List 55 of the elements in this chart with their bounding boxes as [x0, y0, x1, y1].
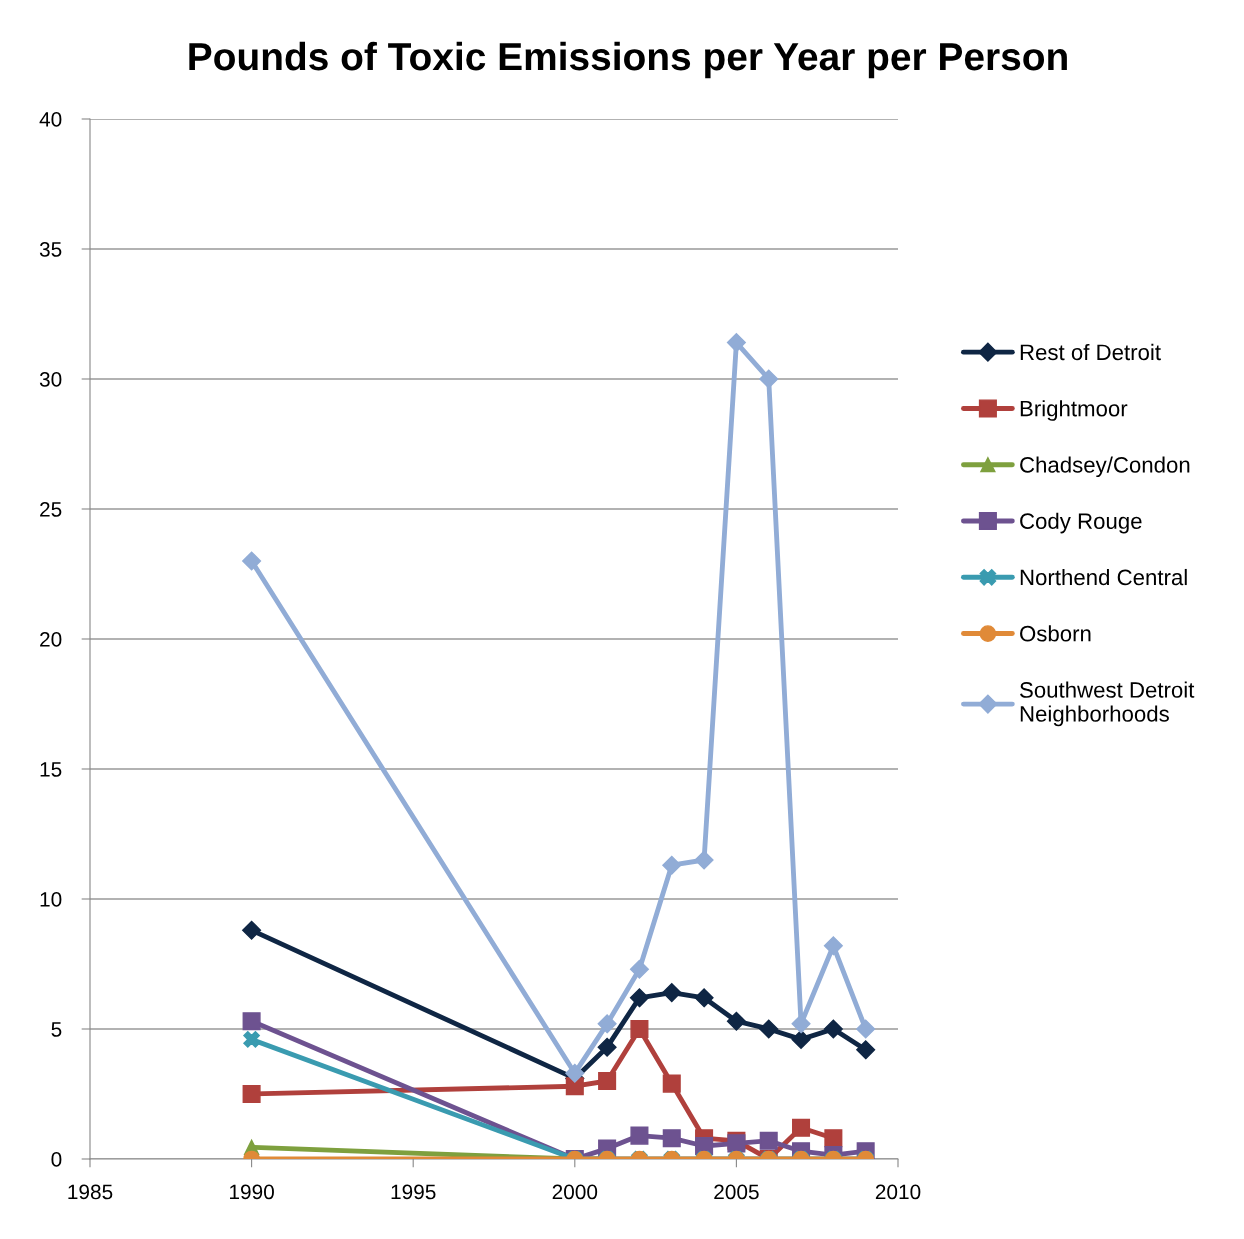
point — [792, 1118, 811, 1137]
point — [856, 1040, 876, 1060]
y-tick-label: 10 — [40, 892, 62, 907]
point — [242, 551, 262, 571]
legend-label: Rest of Detroit — [1020, 343, 1161, 361]
point — [630, 1126, 649, 1145]
point — [662, 855, 682, 875]
y-tick-label: 25 — [40, 502, 62, 517]
legend-label: Northend Central — [1020, 568, 1187, 586]
point — [823, 1019, 843, 1039]
point — [598, 1071, 617, 1091]
point — [694, 850, 714, 870]
point — [759, 1131, 778, 1150]
point — [662, 983, 682, 1003]
point — [597, 1014, 617, 1034]
y-tick-label: 20 — [40, 632, 62, 647]
legend-label: Chadsey/Condon — [1020, 456, 1190, 478]
x-tick-label: 2000 — [552, 1184, 598, 1200]
x-tick-label: 2010 — [875, 1184, 921, 1200]
point — [662, 1129, 681, 1148]
point — [242, 1084, 261, 1104]
chart-title: Pounds of Toxic Emissions per Year per Person — [189, 41, 1067, 79]
y-tick-label: 15 — [40, 762, 62, 777]
x-tick-label: 1995 — [391, 1184, 436, 1200]
legend-label: Brightmoor — [1020, 400, 1128, 421]
legend-label: Southwest Detroit Neighborhoods — [1020, 681, 1195, 727]
x-tick-label: 1985 — [68, 1184, 113, 1200]
point — [791, 1014, 811, 1034]
point — [243, 1031, 260, 1048]
point — [629, 988, 649, 1008]
point — [759, 1019, 779, 1039]
point — [856, 1019, 876, 1039]
x-tick-label: 2005 — [714, 1184, 759, 1200]
y-tick-label: 40 — [39, 112, 62, 127]
legend-label: Osborn — [1020, 625, 1091, 642]
point — [629, 959, 649, 979]
point — [823, 936, 843, 956]
point — [662, 1074, 681, 1093]
point — [242, 1012, 261, 1031]
y-tick-label: 0 — [51, 1152, 62, 1167]
legend-label: Cody Rouge — [1020, 512, 1142, 534]
point — [824, 1129, 843, 1148]
point — [565, 1063, 585, 1083]
point — [694, 988, 714, 1008]
y-tick-label: 30 — [39, 372, 62, 387]
y-tick-label: 35 — [39, 242, 62, 257]
point — [630, 1019, 649, 1039]
point — [726, 333, 746, 353]
x-tick-label: 1990 — [230, 1184, 274, 1200]
point — [791, 1029, 811, 1049]
point — [597, 1037, 617, 1057]
y-tick-label: 5 — [51, 1022, 62, 1037]
point — [759, 369, 779, 389]
point — [242, 920, 262, 940]
point — [726, 1011, 746, 1031]
